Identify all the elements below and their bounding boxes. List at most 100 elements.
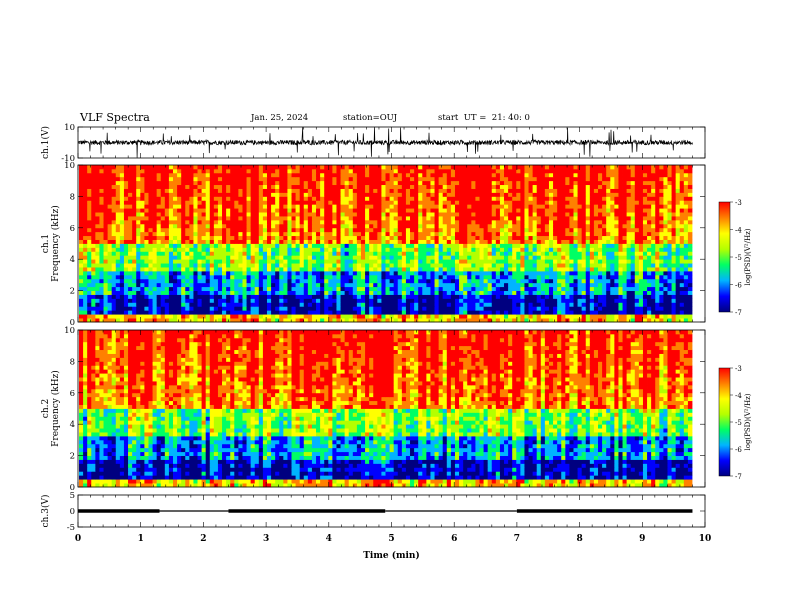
spectrogram-cell [495,290,501,295]
spectrogram-cell [487,235,493,240]
spectrogram-cell [410,278,415,284]
spectrogram-cell [410,204,415,209]
spectrogram-cell [565,314,570,319]
spectrogram-cell [459,200,464,205]
spectrogram-cell [238,251,243,256]
spectrogram-cell [271,278,276,284]
spectrogram-cell [115,270,121,276]
spectrogram-cell [638,231,644,237]
spectrogram-cell [483,239,489,244]
spectrogram-cell [291,216,296,221]
spectrogram-cell [365,306,370,311]
spectrogram-cell [103,235,109,240]
spectrogram-cell [467,204,472,209]
spectrogram-cell [434,208,440,213]
spectrogram-cell [291,290,296,295]
spectrogram-cell [156,259,162,264]
spectrogram-cell [422,255,427,260]
spectrogram-cell [381,239,386,244]
spectrogram-cell [663,306,668,311]
spectrogram-cell [671,223,677,229]
spectrogram-cell [209,259,215,264]
spectrogram-cell [189,208,194,213]
spectrogram-cell [634,212,640,217]
spectrogram-cell [295,204,301,209]
spectrogram-cell [553,302,558,307]
spectrogram-cell [311,196,317,201]
spectrogram-cell [381,255,386,260]
spectrogram-cell [581,231,587,237]
spectrogram-cell [299,270,305,276]
spectrogram-cell [287,259,292,264]
spectrogram-cell [230,286,235,292]
spectrogram-cell [418,208,423,213]
spectrogram-cell [602,314,607,319]
spectrogram-cell [397,306,403,311]
spectrogram-cell [87,298,92,303]
spectrogram-cell [152,267,158,272]
spectrogram-cell [565,223,570,229]
spectrogram-cell [397,247,403,252]
spectrogram-cell [230,227,235,233]
spectrogram-cell [405,270,411,276]
spectrogram-cell [647,270,652,276]
spectrogram-cell [266,314,272,319]
spectrogram-cell [217,310,223,315]
spectrogram-cell [557,286,562,292]
spectrogram-cell [352,255,358,260]
spectrogram-cell [283,274,288,280]
spectrogram-cell [610,208,615,213]
spectrogram-cell [659,310,664,315]
spectrogram-cell [450,227,456,233]
spectrogram-cell [348,235,354,240]
spectrogram-cell [271,259,276,264]
spectrogram-cell [544,282,550,288]
spectrogram-cell [520,290,525,295]
spectrogram-cell [115,192,121,197]
spectrogram-cell [128,196,133,201]
spectrogram-cell [483,263,489,268]
spectrogram-cell [565,282,570,288]
spectrogram-cell [144,302,149,307]
spectrogram-cell [377,200,382,205]
spectrogram-cell [410,306,415,311]
spectrogram-cell [675,314,681,319]
spectrogram-cell [91,239,96,244]
spectrogram-cell [299,251,305,256]
spectrogram-cell [303,227,309,233]
spectrogram-cell [365,200,370,205]
spectrogram-cell [258,223,264,229]
spectrogram-cell [401,267,407,272]
spectrogram-cell [238,286,243,292]
spectrogram-cell [181,223,186,229]
spectrogram-cell [422,204,427,209]
spectrogram-cell [593,306,599,311]
spectrogram-cell [446,267,452,272]
spectrogram-cell [119,223,125,229]
spectrogram-cell [479,227,484,233]
spectrogram-cell [577,223,583,229]
spectrogram-cell [540,208,546,213]
spectrogram-cell [303,282,309,288]
spectrogram-cell [99,212,104,217]
spectrogram-cell [328,255,333,260]
spectrogram-cell [336,192,341,197]
spectrogram-cell [287,239,292,244]
spectrogram-cell [544,290,550,295]
spectrogram-cell [123,192,129,197]
spectrogram-cell [140,227,145,233]
spectrogram-cell [548,267,554,272]
spectrogram-cell [136,318,141,323]
spectrogram-cell [279,200,284,205]
spectrogram-cell [663,204,668,209]
spectrogram-cell [148,294,153,299]
spectrogram-cell [561,223,566,229]
spectrogram-cell [606,227,611,233]
spectrogram-cell [667,247,672,252]
spectrogram-cell [446,227,452,233]
spectrogram-cell [389,231,395,237]
spectrogram-cell [377,255,382,260]
spectrogram-cell [172,208,178,213]
spectrogram-cell [128,239,133,244]
spectrogram-cell [553,298,558,303]
